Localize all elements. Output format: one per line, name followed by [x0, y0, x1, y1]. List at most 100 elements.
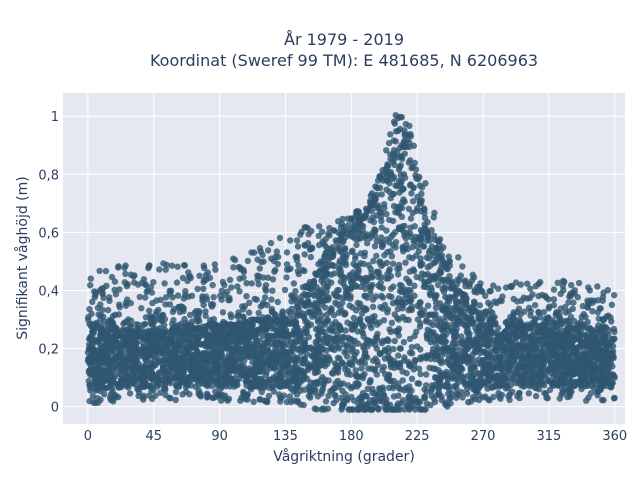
data-point: [94, 386, 100, 392]
data-point: [368, 325, 374, 331]
data-point: [417, 324, 423, 330]
data-point: [166, 356, 172, 362]
data-point: [386, 140, 392, 146]
data-point: [468, 319, 474, 325]
data-point: [282, 352, 288, 358]
data-point: [369, 390, 375, 396]
data-point: [498, 358, 504, 364]
data-point: [412, 357, 418, 363]
data-point: [289, 306, 295, 312]
chart-title-line-1: År 1979 - 2019: [284, 30, 404, 49]
data-point: [283, 274, 289, 280]
data-point: [325, 406, 331, 412]
data-point: [515, 374, 521, 380]
data-point: [318, 329, 324, 335]
data-point: [195, 376, 201, 382]
data-point: [372, 342, 378, 348]
data-point: [430, 274, 436, 280]
data-point: [565, 355, 571, 361]
data-point: [387, 266, 393, 272]
data-point: [327, 334, 333, 340]
data-point: [278, 325, 284, 331]
data-point: [152, 375, 158, 381]
data-point: [548, 360, 554, 366]
data-point: [516, 353, 522, 359]
data-point: [345, 335, 351, 341]
data-point: [177, 363, 183, 369]
data-point: [93, 353, 99, 359]
data-point: [396, 361, 402, 367]
data-point: [441, 383, 447, 389]
data-point: [441, 318, 447, 324]
data-point: [352, 236, 358, 242]
data-point: [374, 269, 380, 275]
data-point: [548, 370, 554, 376]
data-point: [111, 356, 117, 362]
data-point: [520, 383, 526, 389]
data-point: [380, 285, 386, 291]
data-point: [367, 217, 373, 223]
data-point: [274, 336, 280, 342]
data-point: [479, 370, 485, 376]
data-point: [609, 302, 615, 308]
data-point: [551, 286, 557, 292]
data-point: [159, 348, 165, 354]
data-point: [500, 333, 506, 339]
data-point: [321, 297, 327, 303]
data-point: [361, 323, 367, 329]
data-point: [228, 355, 234, 361]
data-point: [406, 206, 412, 212]
data-point: [399, 368, 405, 374]
data-point: [473, 337, 479, 343]
data-point: [263, 288, 269, 294]
data-point: [599, 361, 605, 367]
data-point: [97, 325, 103, 331]
data-point: [380, 338, 386, 344]
data-point: [125, 384, 131, 390]
data-point: [584, 338, 590, 344]
data-point: [410, 198, 416, 204]
data-point: [157, 329, 163, 335]
data-point: [437, 372, 443, 378]
data-point: [347, 272, 353, 278]
data-point: [486, 351, 492, 357]
data-point: [364, 316, 370, 322]
data-point: [310, 353, 316, 359]
data-point: [485, 329, 491, 335]
data-point: [459, 357, 465, 363]
data-point: [438, 360, 444, 366]
data-point: [196, 273, 202, 279]
data-point: [302, 340, 308, 346]
data-point: [521, 363, 527, 369]
data-point: [137, 294, 143, 300]
data-point: [363, 393, 369, 399]
data-point: [402, 246, 408, 252]
data-point: [94, 377, 100, 383]
data-point: [331, 323, 337, 329]
data-point: [503, 347, 509, 353]
data-point: [128, 375, 134, 381]
data-point: [122, 271, 128, 277]
data-point: [283, 358, 289, 364]
data-point: [236, 319, 242, 325]
data-point: [417, 346, 423, 352]
data-point: [392, 338, 398, 344]
data-point: [541, 382, 547, 388]
data-point: [291, 280, 297, 286]
data-point: [406, 123, 412, 129]
data-point: [421, 386, 427, 392]
data-point: [376, 319, 382, 325]
data-point: [301, 402, 307, 408]
data-point: [443, 338, 449, 344]
data-point: [193, 340, 199, 346]
data-point: [542, 334, 548, 340]
data-point: [291, 341, 297, 347]
data-point: [593, 335, 599, 341]
data-point: [533, 354, 539, 360]
data-point: [407, 131, 413, 137]
data-point: [396, 167, 402, 173]
data-point: [469, 365, 475, 371]
data-point: [179, 329, 185, 335]
data-point: [453, 326, 459, 332]
data-point: [201, 262, 207, 268]
